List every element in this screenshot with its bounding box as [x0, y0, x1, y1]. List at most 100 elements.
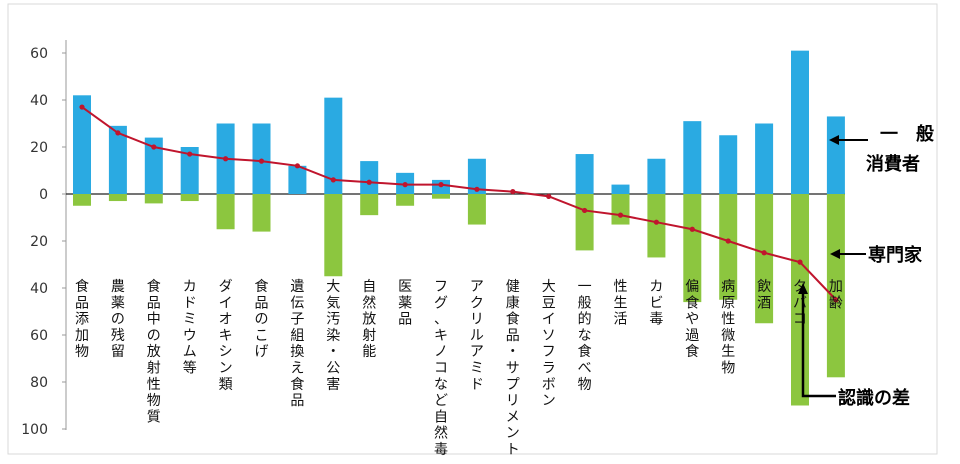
category-label: 偏食や過食 — [685, 279, 699, 360]
difference-point — [79, 104, 85, 110]
y-tick-label: 100 — [21, 422, 48, 438]
bar-expert — [144, 194, 163, 204]
category-label: 病原性微生物 — [721, 279, 735, 377]
difference-point — [653, 219, 660, 225]
category-label: 食品のこげ — [255, 278, 269, 360]
y-tick-label: 40 — [30, 281, 48, 297]
bar-consumer — [611, 184, 630, 194]
difference-line — [81, 106, 837, 301]
category-label: 食品中の放射性物質 — [147, 278, 161, 425]
category-label: タバコ — [793, 279, 807, 328]
line-layer — [79, 104, 839, 303]
difference-point — [258, 158, 265, 164]
axis-layer: 60 40 20 0 20 40 60 80 100 — [21, 40, 845, 438]
bar-consumer — [467, 158, 486, 194]
bar-expert — [467, 194, 486, 225]
consumer-annotation: 一 般消費者 — [866, 123, 934, 175]
bar-consumer — [144, 137, 163, 194]
category-label: フグ、キノコなど自然毒 — [434, 279, 448, 458]
category-label: 性生活 — [614, 279, 628, 328]
category-label: 食品添加物 — [75, 278, 89, 360]
difference-point — [617, 212, 624, 218]
category-label: 遺伝子組換え食品 — [290, 279, 304, 409]
bar-consumer — [180, 147, 199, 194]
bar-consumer — [360, 161, 379, 194]
category-label: 加齢 — [829, 279, 843, 311]
bar-expert — [324, 194, 343, 277]
y-tick-label: 0 — [39, 187, 48, 203]
bar-expert — [611, 194, 630, 225]
difference-point — [402, 182, 408, 188]
bar-layer — [73, 50, 845, 406]
difference-point — [294, 163, 300, 169]
difference-point — [833, 297, 839, 303]
difference-point — [582, 207, 588, 214]
bar-expert — [360, 194, 379, 216]
category-label: 自然放射能 — [362, 279, 376, 360]
difference-point — [438, 182, 444, 188]
plot-frame — [7, 3, 938, 455]
bar-expert — [826, 194, 845, 378]
bar-consumer — [288, 165, 307, 194]
bar-consumer — [324, 97, 343, 194]
difference-point — [223, 156, 229, 162]
category-label: カドミウム等 — [183, 279, 197, 377]
category-label: ダイオキシン類 — [219, 279, 233, 393]
bar-expert — [755, 194, 774, 324]
bar-expert — [719, 194, 738, 300]
expert-annotation: 専門家 — [868, 244, 923, 266]
y-tick-label: 80 — [30, 375, 48, 391]
expert-pointer-arrow — [830, 249, 840, 259]
y-tick-label: 60 — [30, 46, 48, 62]
bar-consumer — [647, 158, 666, 194]
category-label: アクリルアミド — [470, 279, 484, 393]
bar-expert — [791, 194, 809, 406]
difference-point — [510, 189, 516, 195]
difference-point — [330, 177, 336, 183]
category-label: 飲酒 — [757, 279, 771, 311]
difference-point — [151, 144, 157, 150]
bar-expert — [396, 194, 415, 206]
bar-expert — [683, 194, 702, 303]
difference-point — [797, 259, 803, 265]
category-label: 健康食品・サプリメント — [506, 279, 520, 458]
y-tick-label: 40 — [30, 93, 48, 109]
bar-expert — [432, 194, 450, 199]
bar-expert — [252, 194, 271, 232]
difference-pointer-arrow — [798, 283, 808, 294]
bar-consumer — [719, 135, 738, 194]
category-label: 農薬の残留 — [111, 279, 125, 360]
difference-point — [115, 130, 121, 136]
bar-expert — [73, 194, 91, 206]
difference-point — [689, 226, 695, 232]
bar-expert — [108, 194, 127, 202]
y-tick-label: 20 — [30, 234, 48, 250]
difference-annotation: 認識の差 — [838, 387, 910, 409]
category-label: 医薬品 — [398, 279, 412, 328]
label-layer: 食品添加物 農薬の残留 食品中の放射性物質 カドミウム等 ダイオキシン類 食品のこげ 遺伝子… — [75, 278, 843, 458]
bar-expert — [180, 194, 199, 202]
category-label: 大豆イソフラボン — [542, 279, 556, 409]
category-label: 一般的な食べ物 — [578, 279, 592, 393]
difference-point — [474, 186, 480, 192]
difference-point — [546, 193, 552, 199]
y-tick-label: 60 — [30, 328, 48, 344]
category-label: 大気汚染・公害 — [326, 279, 340, 393]
bar-consumer — [826, 116, 845, 194]
y-tick-label: 20 — [30, 140, 48, 156]
difference-point — [761, 250, 767, 256]
bar-consumer — [683, 121, 702, 194]
bar-expert — [575, 194, 594, 251]
bar-consumer — [73, 95, 91, 194]
bar-consumer — [108, 125, 127, 194]
consumer-pointer-arrow — [829, 135, 839, 145]
difference-point — [366, 179, 372, 185]
bar-consumer — [575, 154, 594, 194]
bar-expert — [647, 194, 666, 258]
bar-consumer — [791, 50, 809, 195]
difference-point — [187, 151, 193, 157]
category-label: カビ毒 — [649, 279, 663, 328]
